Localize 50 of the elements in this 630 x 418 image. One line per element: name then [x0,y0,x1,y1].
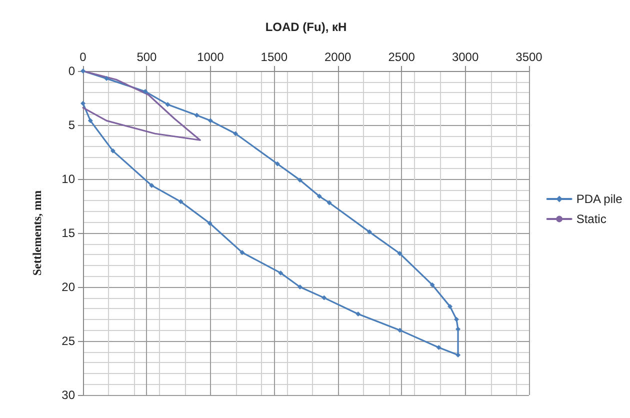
x-tick-label: 1500 [260,50,288,64]
point [366,229,372,234]
point [104,76,110,82]
point [298,178,303,183]
x-tick-label: 2000 [324,50,352,64]
x-tick-label: 500 [136,50,158,64]
point [80,68,86,74]
x-tick-label: 3000 [452,50,479,64]
point [397,328,402,333]
point [165,102,170,107]
y-tick-label: 5 [68,118,76,132]
point [80,100,86,106]
y-tick-label: 10 [62,172,76,186]
x-tick-label: 3500 [516,50,543,64]
point [208,118,213,124]
point [397,251,402,256]
y-tick-label: 30 [62,388,76,402]
point [322,295,327,300]
y-axis-title: Settlements, mm [30,190,44,276]
point [278,270,284,276]
point [274,161,280,166]
y-tick-label: 20 [62,280,76,294]
y-tick-label: 25 [62,334,76,348]
point [316,194,322,199]
point [454,316,459,322]
point [233,131,238,136]
point [447,304,452,309]
point [436,344,442,350]
point [88,118,93,124]
x-tick-label: 2500 [388,50,416,64]
point [149,182,154,188]
x-tick-label: 0 [80,50,87,64]
y-tick-label: 0 [68,64,76,78]
x-tick-label: 1000 [197,50,224,64]
point [326,200,332,206]
point [298,284,303,290]
point [142,89,148,94]
x-axis-title: LOAD (Fu), кН [265,20,347,34]
line-series [82,70,201,141]
y-tick-label: 15 [62,226,76,240]
point [240,250,245,255]
point [356,312,361,316]
point [456,352,461,358]
point [110,148,116,154]
legend-label: Static [576,212,606,226]
point [194,112,200,118]
point [430,282,435,288]
point [178,199,184,204]
point [207,220,212,226]
legend-label: PDA pile [576,192,623,206]
